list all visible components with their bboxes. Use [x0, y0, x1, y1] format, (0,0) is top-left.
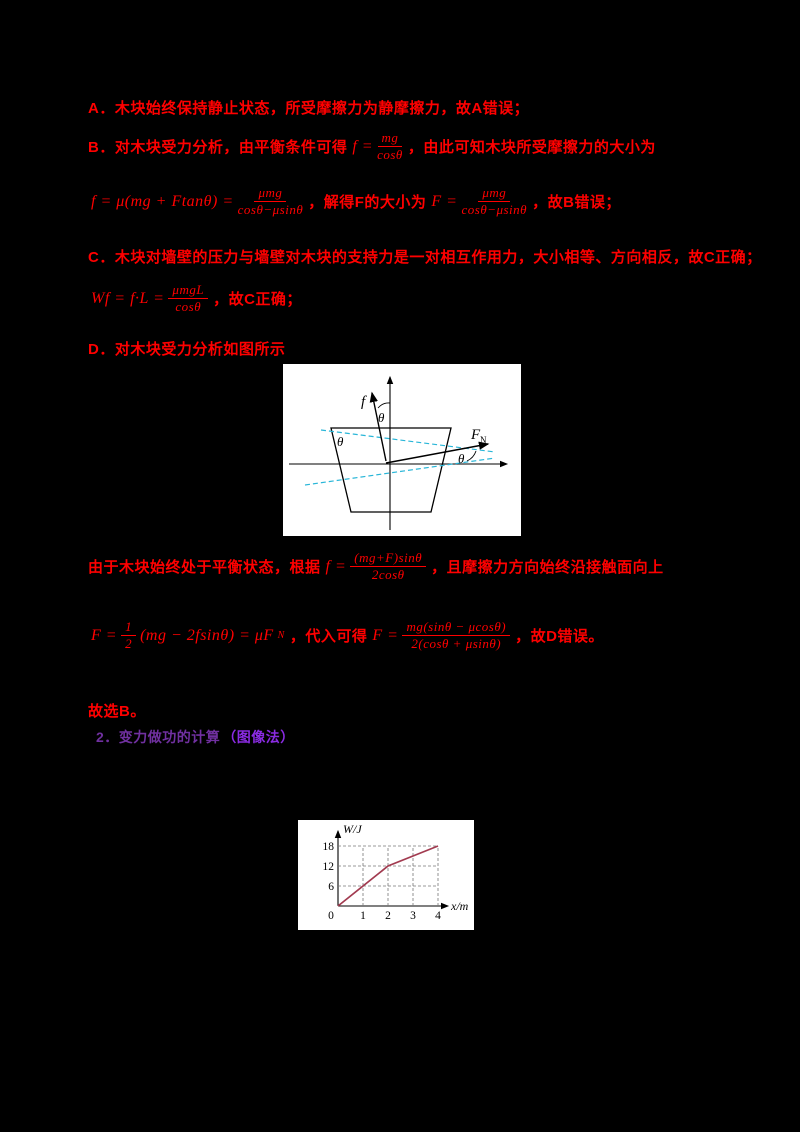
formula-lhs: f = μ(mg + Ftanθ) =	[91, 192, 234, 210]
formula-work-friction: Wf = f·L = μmgL cosθ	[88, 282, 211, 315]
x-tick-label: 1	[360, 910, 366, 922]
fraction: μmg cosθ−μsinθ	[461, 185, 528, 218]
x-tick-label: 4	[435, 910, 441, 922]
solution-line-b: B．对木块受力分析，由平衡条件可得 f = mg cosθ ，由此可知木块所受摩…	[88, 130, 656, 163]
solution-line-e2: F = 1 2 (mg − 2fsinθ) = μF N ，代入可得 F = mg…	[88, 619, 604, 652]
formula-friction-expanded: f = μ(mg + Ftanθ) = μmg cosθ−μsinθ	[88, 185, 306, 218]
solution-line-e: 由于木块始终处于平衡状态，根据 f = (mg+F)sinθ 2cosθ ，且摩…	[88, 550, 664, 583]
dashed-guide-line-upper	[320, 429, 496, 453]
solution-text: ，解得F的大小为	[308, 194, 427, 212]
fraction-denominator: cosθ−μsinθ	[237, 202, 304, 218]
theta-top-label: θ	[378, 410, 385, 425]
force-diagram: f θ θ F N θ	[283, 364, 521, 536]
normal-force-label: F	[470, 427, 481, 443]
formula-friction: f = mg cosθ	[349, 130, 405, 163]
y-tick-label: 6	[328, 881, 334, 893]
formula-lhs: F =	[91, 626, 118, 644]
dashed-guide-line-lower	[304, 457, 496, 486]
angle-arc-top	[377, 402, 391, 409]
theta-left-label: θ	[337, 434, 344, 449]
x-tick-label: 3	[410, 910, 416, 922]
fraction: μmgL cosθ	[168, 282, 209, 315]
fraction: (mg+F)sinθ 2cosθ	[350, 550, 427, 583]
solution-text: ，故D错误。	[515, 628, 604, 646]
formula-force: F = μmg cosθ−μsinθ	[428, 185, 530, 218]
footer-heading-link: （图像法）	[222, 729, 295, 745]
force-diagram-svg: f θ θ F N θ	[289, 375, 509, 530]
y-tick-label: 18	[323, 841, 335, 853]
fraction-denominator: cosθ−μsinθ	[461, 202, 528, 218]
solution-text: ，代入可得	[289, 628, 368, 646]
solution-text: ，且摩擦力方向始终沿接触面向上	[431, 559, 664, 577]
x-axis-label: x/m	[450, 899, 469, 913]
footer-heading-text: 2．变力做功的计算	[96, 729, 221, 745]
fraction: mg(sinθ − μcosθ) 2(cosθ + μsinθ)	[402, 619, 511, 652]
friction-arrow	[369, 391, 387, 462]
formula-lhs: f =	[352, 137, 374, 155]
formula-rhs-subscript: N	[277, 630, 285, 642]
solution-text: ，故B错误；	[532, 194, 621, 212]
formula-rhs: (mg − 2fsinθ) = μF	[140, 626, 274, 644]
fraction: μmg cosθ−μsinθ	[237, 185, 304, 218]
fraction: 1 2	[121, 619, 137, 652]
theta-right-label: θ	[458, 451, 465, 466]
fraction-denominator: cosθ	[377, 147, 403, 163]
fraction-numerator: mg	[377, 130, 403, 148]
angle-arc-right	[466, 450, 477, 462]
fraction-numerator: μmgL	[168, 282, 209, 300]
y-tick-label: 12	[323, 861, 335, 873]
solution-line-b2: f = μ(mg + Ftanθ) = μmg cosθ−μsinθ ，解得F的…	[88, 185, 621, 218]
normal-force-subscript: N	[480, 435, 487, 445]
fraction: mg cosθ	[377, 130, 403, 163]
formula-lhs: F =	[372, 626, 399, 644]
fraction-numerator: mg(sinθ − μcosθ)	[402, 619, 511, 637]
work-displacement-chart: 6 12 18 0 1 2 3 4 W/J x/m	[298, 820, 474, 930]
formula-lhs: f =	[325, 557, 347, 575]
fraction-numerator: μmg	[478, 185, 511, 203]
fraction-numerator: (mg+F)sinθ	[350, 550, 427, 568]
fraction-numerator: μmg	[254, 185, 287, 203]
solution-text: ，故C正确；	[213, 291, 302, 309]
friction-label: f	[361, 394, 367, 410]
fraction-denominator: 2	[125, 636, 133, 652]
solution-text: 由于木块始终处于平衡状态，根据	[88, 559, 321, 577]
solution-line-d: D．对木块受力分析如图所示	[88, 341, 286, 358]
solution-line-a: A．木块始终保持静止状态，所受摩擦力为静摩擦力，故A错误；	[88, 100, 530, 117]
formula-lhs: F =	[431, 192, 458, 210]
solution-text: ，由此可知木块所受摩擦力的大小为	[407, 139, 656, 157]
solution-line-c: C．木块对墙壁的压力与墙壁对木块的支持力是一对相互作用力，大小相等、方向相反，故…	[88, 249, 762, 266]
normal-force-arrow	[385, 441, 490, 464]
formula-equilibrium: f = (mg+F)sinθ 2cosθ	[323, 550, 430, 583]
solution-text: B．对木块受力分析，由平衡条件可得	[88, 139, 348, 157]
y-axis-label: W/J	[343, 822, 362, 836]
x-tick-label: 0	[328, 910, 334, 922]
data-line	[337, 845, 439, 907]
x-tick-label: 2	[385, 910, 391, 922]
formula-force-half: F = 1 2 (mg − 2fsinθ) = μF N	[88, 619, 288, 652]
footer-heading: 2．变力做功的计算 （图像法）	[96, 727, 295, 747]
fraction-numerator: 1	[121, 619, 137, 637]
fraction-denominator: cosθ	[175, 299, 202, 315]
fraction-denominator: 2(cosθ + μsinθ)	[411, 636, 502, 652]
formula-force-result: F = mg(sinθ − μcosθ) 2(cosθ + μsinθ)	[369, 619, 513, 652]
solution-line-c2: Wf = f·L = μmgL cosθ ，故C正确；	[88, 282, 302, 315]
formula-lhs: Wf = f·L =	[91, 289, 165, 307]
answer-line: 故选B。	[88, 703, 146, 720]
block-outline	[330, 427, 452, 513]
fraction-denominator: 2cosθ	[371, 567, 405, 583]
